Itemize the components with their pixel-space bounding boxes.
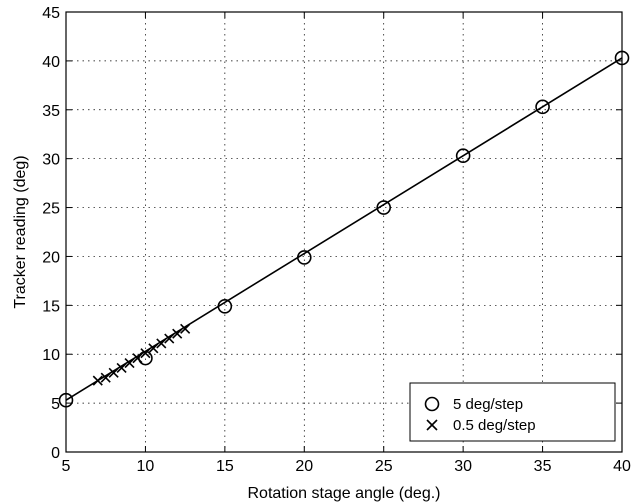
- x-axis-label: Rotation stage angle (deg.): [247, 485, 440, 502]
- data-point-0-5-deg-step: [108, 367, 119, 378]
- data-layer: [58, 50, 630, 408]
- data-point-0-5-deg-step: [180, 323, 191, 334]
- legend-label-0-5-deg-step: 0.5 deg/step: [453, 417, 536, 434]
- data-point-5-deg-step: [58, 392, 74, 408]
- cross-stroke: [116, 362, 127, 373]
- fit-line: [65, 57, 623, 401]
- legend: 5 deg/step 0.5 deg/step: [409, 382, 616, 442]
- data-point-0-5-deg-step: [116, 362, 127, 373]
- cross-stroke: [180, 323, 191, 334]
- data-point-0-5-deg-step: [124, 357, 135, 369]
- x-tick-label: 35: [534, 458, 552, 475]
- y-tick-label: 15: [42, 298, 60, 315]
- x-tick-label: 20: [295, 458, 313, 475]
- legend-circle-marker: [424, 396, 440, 412]
- y-tick-label: 30: [42, 152, 60, 169]
- y-tick-label: 35: [42, 103, 60, 120]
- cross-stroke: [92, 375, 103, 386]
- cross-stroke: [108, 367, 119, 378]
- data-point-5-deg-step: [614, 50, 630, 66]
- data-point-5-deg-step: [376, 200, 392, 215]
- cross-stroke: [172, 328, 183, 339]
- data-point-0-5-deg-step: [148, 343, 159, 354]
- data-point-5-deg-step: [138, 350, 153, 366]
- cross-stroke: [156, 338, 167, 349]
- x-tick-label: 15: [216, 458, 234, 475]
- data-point-0-5-deg-step: [100, 372, 111, 383]
- data-point-0-5-deg-step: [156, 338, 167, 349]
- y-tick-label: 0: [51, 445, 60, 462]
- plot-area-frame: [65, 11, 623, 453]
- data-point-0-5-deg-step: [172, 328, 183, 339]
- data-point-0-5-deg-step: [92, 375, 103, 386]
- y-tick-label: 40: [42, 54, 60, 71]
- x-tick-label: 30: [454, 458, 472, 475]
- cross-stroke: [124, 357, 135, 369]
- data-point-5-deg-step: [455, 148, 471, 164]
- y-tick-label: 45: [42, 5, 60, 22]
- cross-stroke: [148, 343, 159, 354]
- y-tick-label: 20: [42, 249, 60, 266]
- x-tick-label: 40: [613, 458, 631, 475]
- cross-stroke: [132, 353, 143, 364]
- cross-stroke: [100, 372, 111, 383]
- data-point-5-deg-step: [217, 299, 233, 314]
- y-axis-label: Tracker reading (deg): [12, 155, 29, 308]
- data-point-5-deg-step: [535, 99, 550, 115]
- legend-label-5-deg-step: 5 deg/step: [453, 396, 523, 413]
- x-tick-label: 10: [137, 458, 155, 475]
- x-tick-label: 5: [62, 458, 71, 475]
- y-tick-label: 5: [51, 396, 60, 413]
- data-point-0-5-deg-step: [164, 333, 175, 344]
- data-point-5-deg-step: [296, 250, 312, 265]
- data-point-0-5-deg-step: [140, 348, 151, 359]
- legend-box: [409, 382, 616, 442]
- cross-stroke: [164, 333, 175, 344]
- x-tick-label: 25: [375, 458, 393, 475]
- y-tick-label: 10: [42, 347, 60, 364]
- data-point-0-5-deg-step: [132, 353, 143, 364]
- cross-stroke: [140, 348, 151, 359]
- y-tick-label: 25: [42, 201, 60, 218]
- legend-cross-marker: [426, 419, 438, 431]
